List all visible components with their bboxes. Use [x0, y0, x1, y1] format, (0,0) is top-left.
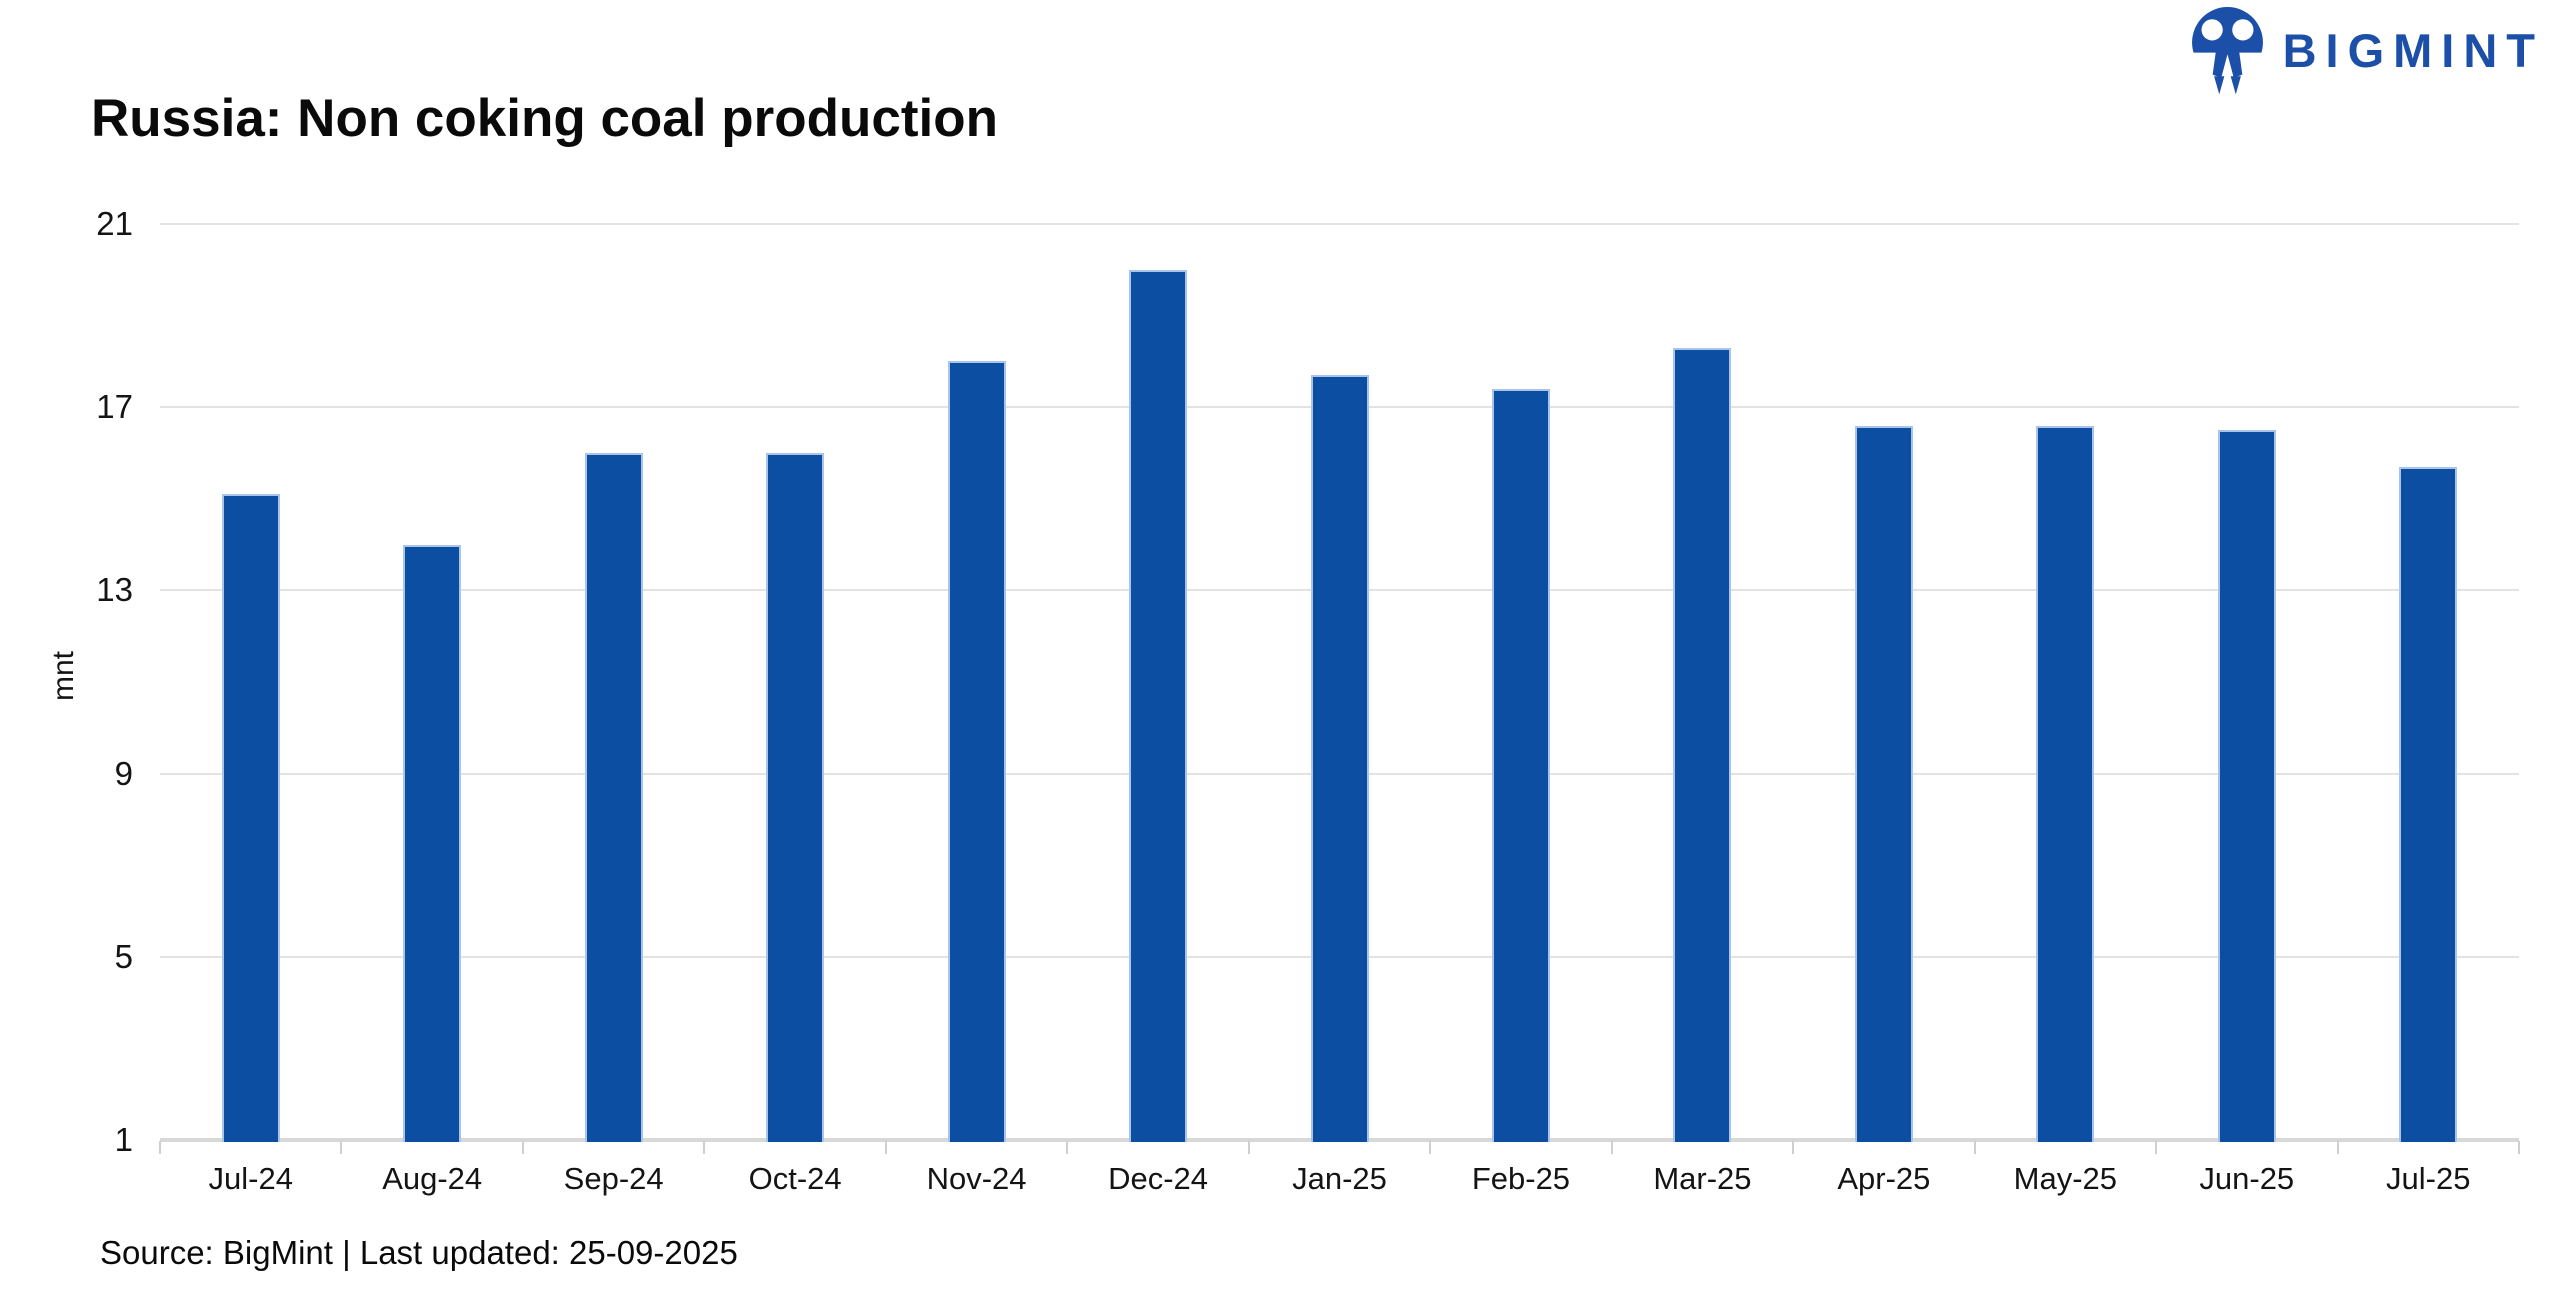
- bar-mar-25: [1673, 347, 1732, 1142]
- xtick-label-jul-24: Jul-24: [208, 1161, 293, 1196]
- bar-jan-25: [1310, 375, 1369, 1142]
- gridline-21: [160, 223, 2519, 225]
- bar-jul-24: [221, 494, 280, 1142]
- ytick-label-17: 17: [96, 388, 133, 426]
- bar-sep-24: [584, 453, 643, 1142]
- xtick-label-feb-25: Feb-25: [1471, 1161, 1571, 1196]
- xtick-label-jul-25: Jul-25: [2386, 1161, 2471, 1196]
- bar-jul-25: [2399, 466, 2458, 1142]
- x-axis-tick-mark: [884, 1141, 887, 1154]
- x-axis-tick-mark: [2518, 1141, 2520, 1154]
- chart-title: Russia: Non coking coal production: [91, 89, 998, 148]
- bar-apr-25: [1854, 425, 1913, 1142]
- xtick-label-jan-25: Jan-25: [1292, 1161, 1387, 1196]
- ytick-label-1: 1: [114, 1120, 133, 1158]
- bigmint-m-icon: [2191, 6, 2263, 94]
- y-axis-title: mnt: [47, 650, 80, 702]
- x-axis-tick-mark: [340, 1141, 343, 1154]
- x-axis-tick-mark: [703, 1141, 706, 1154]
- xtick-label-oct-24: Oct-24: [748, 1161, 842, 1196]
- x-axis-tick-mark: [1066, 1141, 1069, 1154]
- xtick-label-mar-25: Mar-25: [1653, 1161, 1752, 1196]
- xtick-label-may-25: May-25: [2013, 1161, 2118, 1196]
- bigmint-logo: BIGMINT: [2188, 6, 2544, 96]
- ytick-label-5: 5: [114, 937, 133, 975]
- x-axis-tick-mark: [1973, 1141, 1976, 1154]
- ytick-label-9: 9: [114, 754, 133, 792]
- ytick-label-13: 13: [96, 571, 133, 609]
- bar-may-25: [2036, 425, 2095, 1142]
- bar-aug-24: [403, 544, 462, 1142]
- bar-jun-25: [2217, 430, 2276, 1142]
- bar-oct-24: [766, 453, 825, 1142]
- xtick-label-dec-24: Dec-24: [1108, 1161, 1208, 1196]
- x-axis-tick-mark: [1610, 1141, 1613, 1154]
- bar-nov-24: [947, 361, 1006, 1142]
- x-axis-tick-mark: [521, 1141, 524, 1154]
- x-axis-tick-mark: [1429, 1141, 1432, 1154]
- bigmint-wordmark: BIGMINT: [2282, 24, 2544, 77]
- x-axis-tick-mark: [2155, 1141, 2158, 1154]
- xtick-label-aug-24: Aug-24: [382, 1161, 483, 1196]
- x-axis-tick-mark: [1247, 1141, 1250, 1154]
- ytick-label-21: 21: [96, 204, 133, 242]
- x-axis-tick-mark: [2336, 1141, 2339, 1154]
- xtick-label-sep-24: Sep-24: [563, 1161, 664, 1196]
- x-axis-tick-mark: [159, 1141, 161, 1154]
- bar-dec-24: [1129, 269, 1188, 1142]
- xtick-label-apr-25: Apr-25: [1837, 1161, 1931, 1196]
- x-axis-tick-mark: [1792, 1141, 1795, 1154]
- bar-feb-25: [1491, 388, 1550, 1142]
- xtick-label-nov-24: Nov-24: [926, 1161, 1027, 1196]
- source-caption: Source: BigMint | Last updated: 25-09-20…: [100, 1234, 738, 1271]
- xtick-label-jun-25: Jun-25: [2199, 1161, 2295, 1196]
